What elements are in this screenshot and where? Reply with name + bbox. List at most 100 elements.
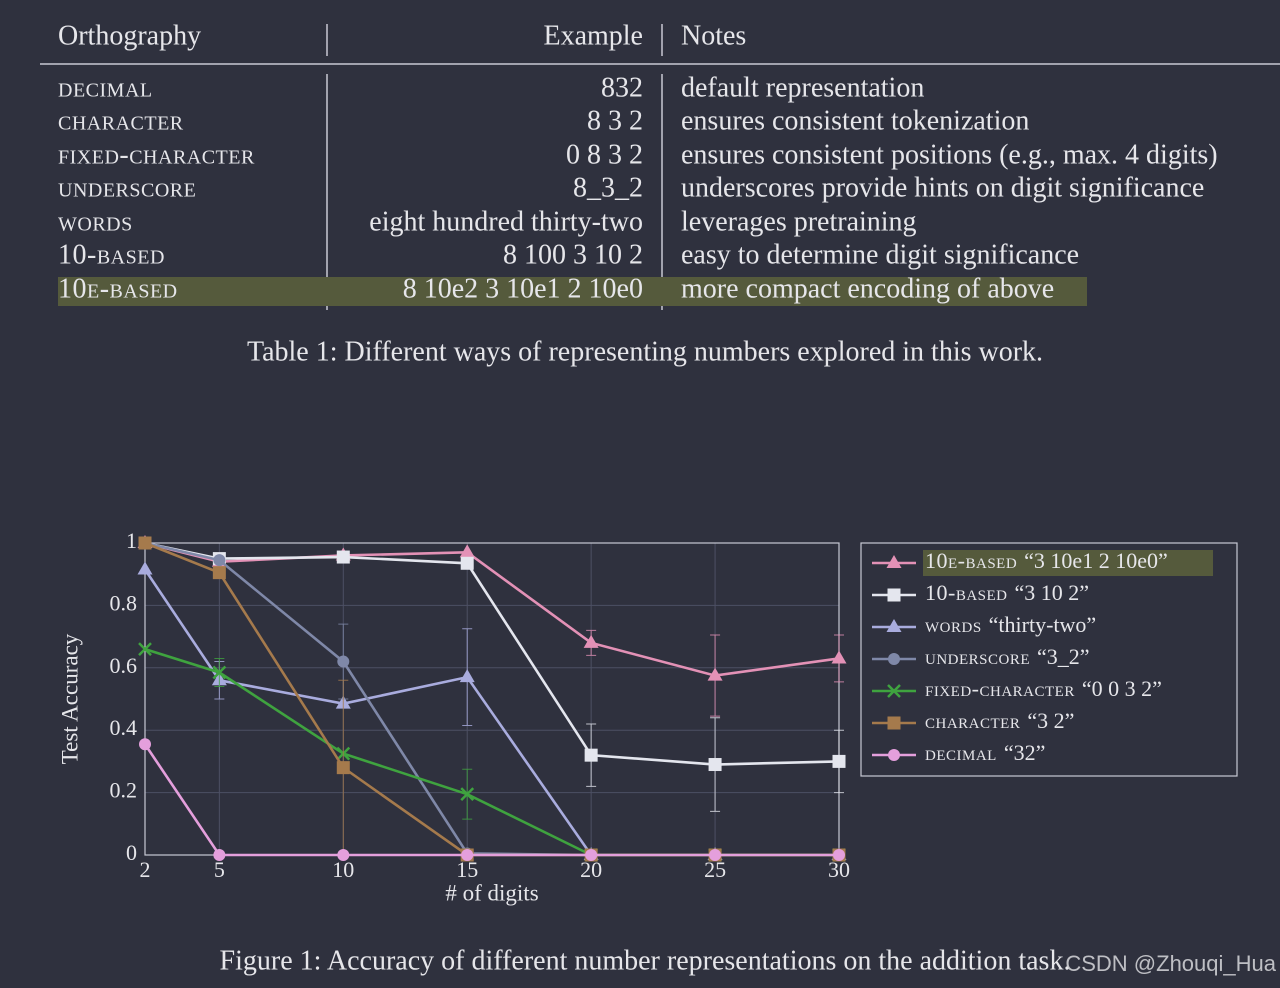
- plot-frame: [144, 542, 840, 856]
- series-line: [143, 743, 839, 857]
- table-cell: 8 10e2 3 10e1 2 10e0: [403, 273, 643, 304]
- x-tick-label: 25: [704, 857, 726, 882]
- legend-marker: [887, 588, 901, 602]
- legend-marker: [887, 716, 901, 730]
- table-cell: fixed-character: [58, 139, 255, 170]
- legend-marker: [888, 749, 900, 761]
- legend-label: 10-based “3 10 2”: [925, 580, 1089, 605]
- table-cell: easy to determine digit significance: [681, 239, 1079, 270]
- legend-label: words “thirty-two”: [925, 612, 1096, 637]
- series-line: [143, 568, 839, 857]
- legend-label: fixed-character “0 0 3 2”: [925, 676, 1162, 701]
- legend-marker: [887, 684, 901, 698]
- data-point: [459, 669, 475, 683]
- data-point: [584, 748, 598, 762]
- legend-example: “3 2”: [1027, 708, 1074, 733]
- data-point: [585, 849, 598, 861]
- table-cell: words: [58, 206, 133, 237]
- y-tick-label: 0.2: [110, 778, 138, 803]
- series-line: [144, 647, 839, 857]
- data-point: [709, 849, 722, 861]
- legend-name: underscore: [925, 644, 1030, 669]
- legend-label: 10e-based “3 10e1 2 10e0”: [925, 548, 1168, 573]
- y-tick-label: 0.6: [110, 653, 138, 678]
- legend-example: “3 10 2”: [1015, 580, 1090, 605]
- y-tick-label: 1: [126, 528, 137, 553]
- data-point: [336, 550, 350, 564]
- y-tick-label: 0.4: [110, 715, 138, 740]
- table-cell: eight hundred thirty-two: [369, 206, 643, 237]
- table-cell: ensures consistent positions (e.g., max.…: [681, 139, 1218, 170]
- data-point: [137, 561, 153, 575]
- x-tick-label: 15: [456, 857, 478, 882]
- legend-marker: [886, 619, 902, 632]
- table-cell: leverages pretraining: [681, 206, 917, 237]
- data-point: [337, 849, 350, 861]
- legend-highlight: [923, 550, 1213, 576]
- table-cell: character: [58, 105, 184, 136]
- data-point: [336, 761, 350, 775]
- table-caption: Table 1: Different ways of representing …: [247, 336, 1043, 367]
- legend-name: words: [925, 612, 982, 637]
- x-tick-label: 2: [140, 857, 151, 882]
- data-point: [460, 556, 474, 570]
- data-point: [459, 544, 475, 558]
- data-point: [139, 738, 151, 751]
- x-axis-label: # of digits: [445, 880, 538, 905]
- watermark: CSDN @Zhouqi_Hua: [1065, 951, 1276, 976]
- data-point: [461, 849, 474, 861]
- x-tick-label: 20: [580, 857, 602, 882]
- legend-name: fixed-character: [925, 676, 1075, 701]
- table-cell: 8 100 3 10 2: [503, 239, 643, 270]
- data-point: [831, 650, 847, 664]
- legend-example: “thirty-two”: [989, 612, 1097, 637]
- legend-label: underscore “3_2”: [925, 644, 1090, 669]
- data-point: [212, 566, 226, 580]
- table-cell: ensures consistent tokenization: [681, 105, 1029, 136]
- data-point: [212, 665, 227, 680]
- table-cell: more compact encoding of above: [681, 273, 1054, 304]
- data-point: [138, 536, 152, 550]
- table-cell: 832: [601, 72, 643, 103]
- table-cell: underscore: [58, 172, 196, 203]
- table-header: Notes: [681, 20, 746, 51]
- data-point: [832, 754, 846, 768]
- table-cell: 0 8 3 2: [566, 139, 643, 170]
- legend-example: “3 10e1 2 10e0”: [1024, 548, 1168, 573]
- y-tick-label: 0: [126, 840, 137, 865]
- data-point: [138, 642, 152, 656]
- legend-name: 10-based: [925, 580, 1008, 605]
- legend-marker: [886, 555, 902, 568]
- y-axis-label: Test Accuracy: [57, 633, 82, 764]
- legend-example: “0 0 3 2”: [1082, 676, 1162, 701]
- series-line: [144, 541, 839, 857]
- legend-box: [860, 542, 1238, 777]
- series-line: [144, 541, 840, 766]
- x-tick-label: 30: [828, 857, 850, 882]
- data-point: [708, 758, 722, 772]
- x-tick-label: 10: [332, 857, 354, 882]
- data-point: [583, 634, 599, 648]
- data-point: [707, 667, 723, 681]
- legend-label: character “3 2”: [925, 708, 1074, 733]
- data-point: [213, 554, 226, 567]
- legend-name: decimal: [925, 740, 997, 765]
- data-point: [833, 849, 845, 861]
- data-point: [213, 849, 226, 861]
- table-header: Orthography: [58, 20, 201, 51]
- legend-name: 10e-based: [925, 548, 1017, 573]
- legend-example: “32”: [1004, 740, 1046, 765]
- table-cell: 10-based: [58, 239, 165, 270]
- row-highlight: [58, 277, 1087, 306]
- figure-caption: Figure 1: Accuracy of different number r…: [220, 945, 1071, 976]
- legend-label: decimal “32”: [925, 740, 1045, 765]
- data-point: [460, 787, 475, 802]
- data-point: [337, 655, 350, 668]
- table-cell: 10e-based: [58, 273, 178, 304]
- table-cell: 8_3_2: [573, 172, 643, 203]
- legend-marker: [888, 653, 900, 665]
- table-cell: 8 3 2: [587, 105, 643, 136]
- legend-example: “3_2”: [1037, 644, 1090, 669]
- legend-name: character: [925, 708, 1020, 733]
